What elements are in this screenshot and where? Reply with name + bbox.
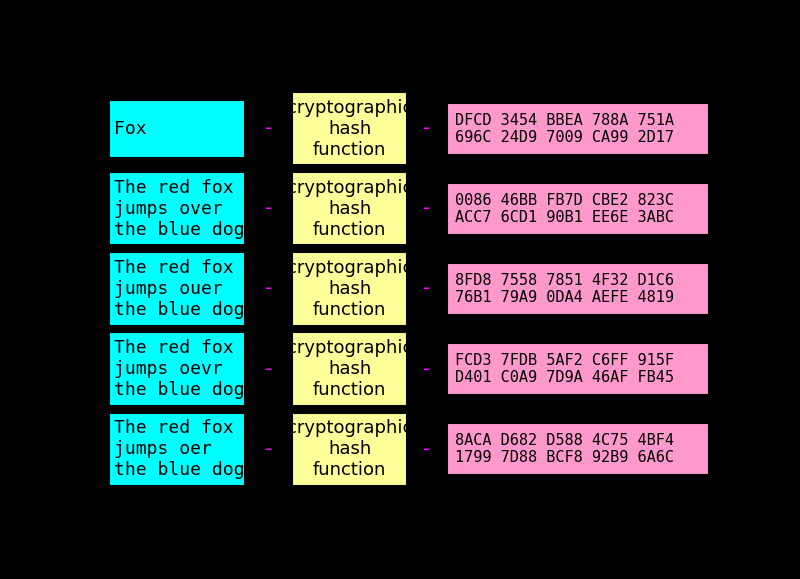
- Text: 8ACA D682 D588 4C75 4BF4
1799 7D88 BCF8 92B9 6A6C: 8ACA D682 D588 4C75 4BF4 1799 7D88 BCF8 …: [455, 433, 674, 466]
- Text: cryptographic
hash
function: cryptographic hash function: [287, 179, 412, 239]
- Text: 8FD8 7558 7851 4F32 D1C6
76B1 79A9 0DA4 AEFE 4819: 8FD8 7558 7851 4F32 D1C6 76B1 79A9 0DA4 …: [455, 273, 674, 305]
- Bar: [447, 343, 709, 395]
- Text: The red fox
jumps oer
the blue dog: The red fox jumps oer the blue dog: [114, 419, 245, 479]
- Bar: [447, 182, 709, 235]
- Bar: [292, 332, 407, 405]
- Bar: [110, 173, 245, 245]
- Text: The red fox
jumps ouer
the blue dog: The red fox jumps ouer the blue dog: [114, 259, 245, 318]
- Text: -: -: [265, 439, 272, 459]
- Bar: [110, 332, 245, 405]
- Text: -: -: [423, 199, 430, 218]
- Bar: [292, 412, 407, 486]
- Text: -: -: [265, 360, 272, 379]
- Text: -: -: [423, 439, 430, 459]
- Text: -: -: [423, 280, 430, 298]
- Text: cryptographic
hash
function: cryptographic hash function: [287, 339, 412, 399]
- Bar: [292, 92, 407, 166]
- Bar: [447, 102, 709, 155]
- Text: FCD3 7FDB 5AF2 C6FF 915F
D401 C0A9 7D9A 46AF FB45: FCD3 7FDB 5AF2 C6FF 915F D401 C0A9 7D9A …: [455, 353, 674, 385]
- Text: -: -: [423, 119, 430, 138]
- Text: The red fox
jumps oevr
the blue dog: The red fox jumps oevr the blue dog: [114, 339, 245, 399]
- Bar: [292, 173, 407, 245]
- Text: -: -: [265, 119, 272, 138]
- Bar: [292, 252, 407, 325]
- Text: 0086 46BB FB7D CBE2 823C
ACC7 6CD1 90B1 EE6E 3ABC: 0086 46BB FB7D CBE2 823C ACC7 6CD1 90B1 …: [455, 193, 674, 225]
- Text: -: -: [265, 199, 272, 218]
- Bar: [110, 252, 245, 325]
- Bar: [110, 100, 245, 157]
- Text: -: -: [423, 360, 430, 379]
- Text: cryptographic
hash
function: cryptographic hash function: [287, 99, 412, 159]
- Text: Fox: Fox: [114, 120, 146, 138]
- Text: -: -: [265, 280, 272, 298]
- Text: cryptographic
hash
function: cryptographic hash function: [287, 259, 412, 318]
- Bar: [110, 412, 245, 486]
- Text: cryptographic
hash
function: cryptographic hash function: [287, 419, 412, 479]
- Text: The red fox
jumps over
the blue dog: The red fox jumps over the blue dog: [114, 179, 245, 239]
- Bar: [447, 423, 709, 475]
- Text: DFCD 3454 BBEA 788A 751A
696C 24D9 7009 CA99 2D17: DFCD 3454 BBEA 788A 751A 696C 24D9 7009 …: [455, 112, 674, 145]
- Bar: [447, 263, 709, 315]
